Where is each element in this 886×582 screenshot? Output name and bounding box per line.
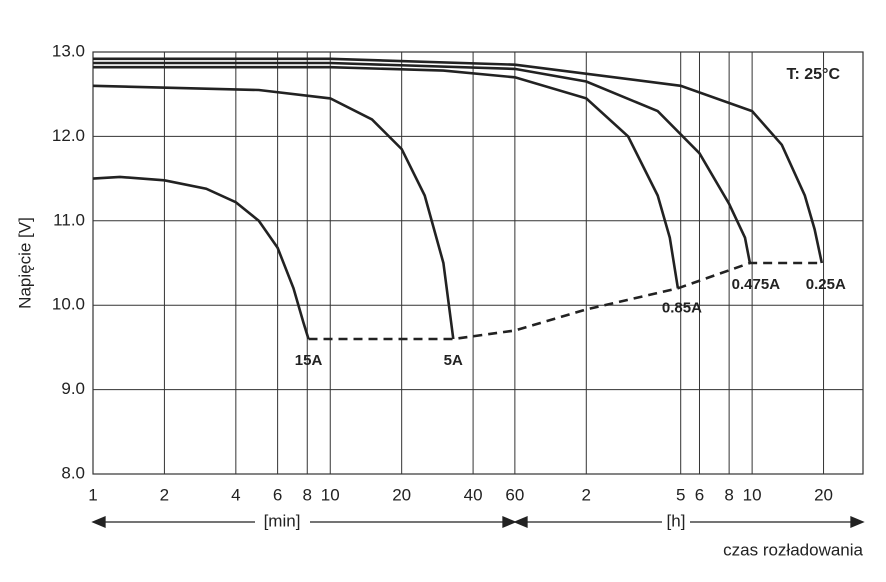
y-tick-label: 10.0 [52, 295, 85, 314]
series-label: 0.25A [806, 276, 846, 293]
plot-frame [92, 51, 864, 475]
series-label: 0.475A [732, 276, 781, 293]
x-tick-label: 20 [814, 485, 833, 504]
x-axis-label: czas rozładowania [723, 540, 863, 559]
curve [92, 84, 455, 340]
x-tick-label: 1 [88, 485, 97, 504]
x-tick-label: 20 [392, 485, 411, 504]
y-tick-label: 9.0 [61, 379, 85, 398]
series-label: 0.85A [662, 299, 702, 316]
x-tick-label: 8 [303, 485, 312, 504]
x-unit-min: [min] [264, 511, 301, 530]
x-tick-label: 8 [724, 485, 733, 504]
x-tick-label: 10 [321, 485, 340, 504]
x-tick-label: 40 [464, 485, 483, 504]
x-unit-h: [h] [667, 511, 686, 530]
curve [93, 57, 824, 264]
y-tick-label: 11.0 [53, 210, 85, 229]
x-tick-label: 6 [273, 485, 282, 504]
x-tick-label: 60 [505, 485, 524, 504]
cutoff-line [308, 261, 822, 341]
series-label: 15A [295, 352, 323, 369]
x-tick-label: 2 [582, 485, 591, 504]
curve [93, 61, 752, 264]
y-tick-label: 12.0 [52, 126, 85, 145]
curve [93, 65, 680, 289]
y-tick-label: 8.0 [61, 463, 85, 482]
y-tick-label: 13.0 [52, 41, 85, 60]
x-tick-label: 4 [231, 485, 240, 504]
x-tick-label: 10 [743, 485, 762, 504]
curve [92, 175, 310, 340]
series-label: 5A [444, 352, 463, 369]
x-tick-label: 5 [676, 485, 685, 504]
x-tick-label: 2 [160, 485, 169, 504]
y-axis-label: Napięcie [V] [15, 217, 34, 309]
range-arrows [91, 516, 865, 528]
x-tick-label: 6 [695, 485, 704, 504]
annotation: T: 25°C [786, 66, 840, 83]
